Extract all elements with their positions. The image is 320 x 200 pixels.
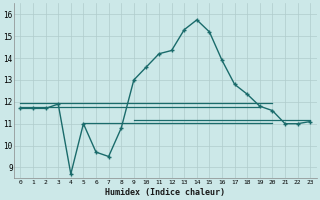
X-axis label: Humidex (Indice chaleur): Humidex (Indice chaleur) (105, 188, 225, 197)
